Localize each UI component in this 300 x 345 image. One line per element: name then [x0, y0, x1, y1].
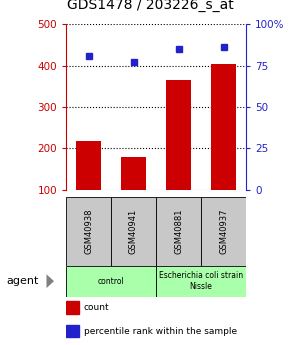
Text: Escherichia coli strain
Nissle: Escherichia coli strain Nissle	[159, 272, 243, 291]
Bar	[111, 197, 156, 266]
Text: percentile rank within the sample: percentile rank within the sample	[84, 327, 237, 336]
Text: GSM40938: GSM40938	[84, 208, 93, 254]
Bar	[121, 157, 146, 231]
Bar	[66, 266, 156, 297]
Text: count: count	[84, 303, 110, 312]
Bar	[201, 197, 246, 266]
Bar	[156, 197, 201, 266]
Bar	[211, 64, 236, 231]
Bar	[66, 197, 111, 266]
Text: GSM40937: GSM40937	[219, 208, 228, 254]
Text: GDS1478 / 203226_s_at: GDS1478 / 203226_s_at	[67, 0, 233, 12]
Bar	[66, 325, 79, 337]
Text: GSM40941: GSM40941	[129, 208, 138, 254]
Text: control: control	[98, 277, 124, 286]
Bar	[76, 141, 101, 231]
Text: GSM40881: GSM40881	[174, 208, 183, 254]
Text: agent: agent	[6, 276, 38, 286]
Bar	[156, 266, 246, 297]
Bar	[66, 302, 79, 314]
Bar	[166, 80, 191, 231]
